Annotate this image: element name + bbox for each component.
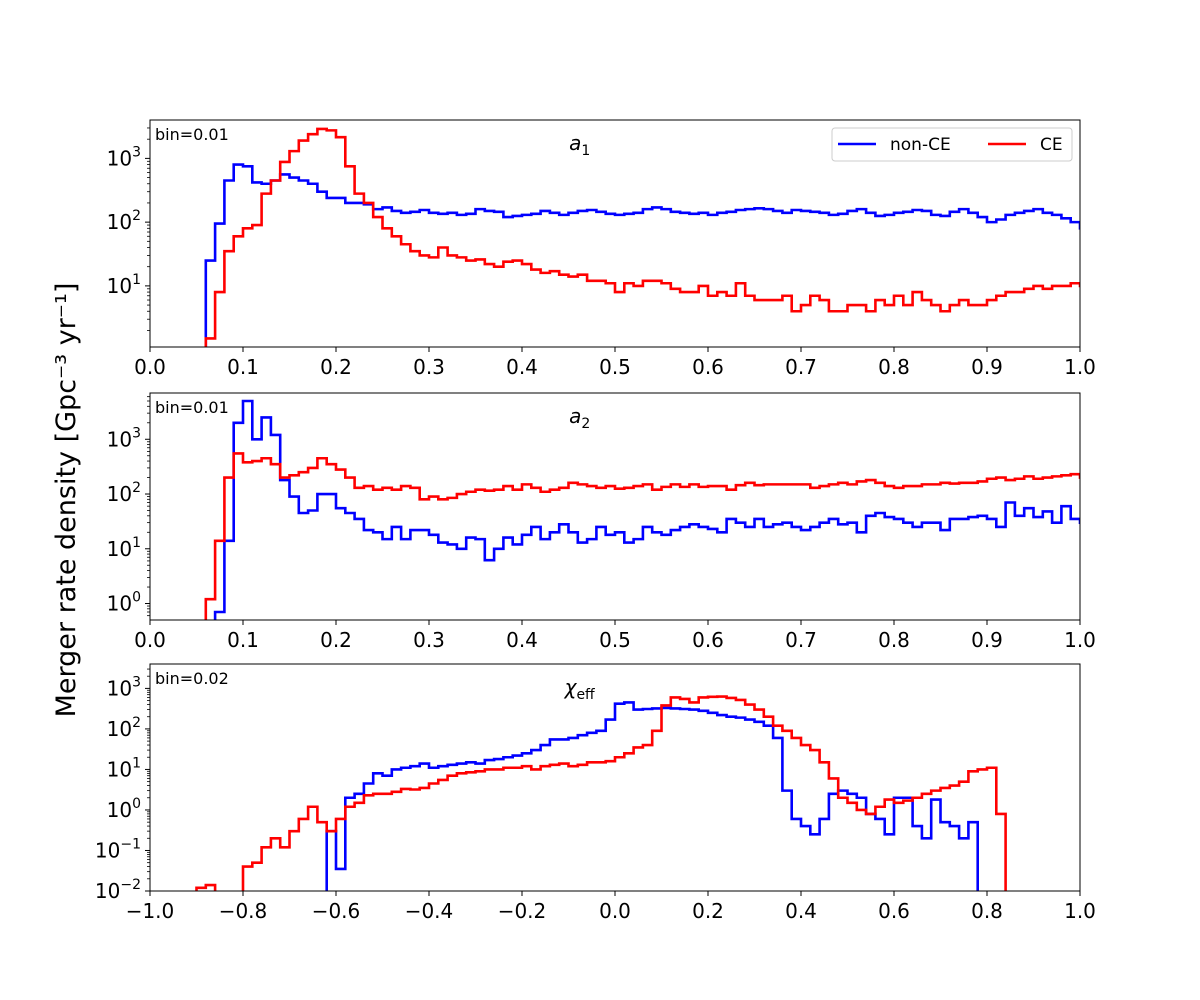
- x-tick-label: 0.0: [134, 628, 166, 652]
- x-tick-label: 0.8: [878, 628, 910, 652]
- y-tick-label: 102: [107, 480, 141, 506]
- series-line-non-ce: [213, 399, 1080, 620]
- x-tick-label: 1.0: [1064, 899, 1096, 923]
- x-tick-label: 1.0: [1064, 628, 1096, 652]
- x-tick-label: 0.1: [227, 355, 259, 379]
- x-tick-label: 0.6: [878, 899, 910, 923]
- x-tick-label: 0.7: [785, 628, 817, 652]
- x-tick-label: 0.3: [413, 628, 445, 652]
- y-tick-label: 102: [107, 208, 141, 234]
- x-tick-label: 1.0: [1064, 355, 1096, 379]
- y-tick-label: 10−2: [95, 877, 141, 903]
- x-tick-label: 0.6: [692, 355, 724, 379]
- bin-note: bin=0.01: [155, 125, 229, 144]
- y-tick-label: 103: [107, 144, 141, 170]
- x-tick-label: 0.5: [599, 355, 631, 379]
- plot-frame: [149, 392, 1081, 621]
- x-tick-label: −0.8: [219, 899, 268, 923]
- y-tick-label: 100: [107, 590, 141, 616]
- panel-3: −1.0 −0.8 −0.6 −0.4 −0.2 0.0 0.2 0.4 0.6 0.8 1.0 10…: [95, 663, 1096, 923]
- x-tick-label: 0.1: [227, 628, 259, 652]
- y-tick-label: 101: [107, 272, 141, 298]
- x-tick-label: 0.8: [971, 899, 1003, 923]
- x-tick-label: −1.0: [126, 899, 175, 923]
- panel-title: a1: [569, 131, 590, 159]
- x-tick-label: 0.7: [785, 355, 817, 379]
- legend-frame: [831, 127, 1073, 162]
- x-tick-label: 0.2: [320, 628, 352, 652]
- y-tick-label: 100: [107, 796, 141, 822]
- bin-note: bin=0.01: [155, 398, 229, 417]
- series-line-ce: [195, 695, 1007, 891]
- panel-title: a2: [569, 404, 590, 432]
- panel-title: χeff: [564, 675, 595, 703]
- y-tick-label: 102: [107, 715, 141, 741]
- x-tick-label: 0.9: [971, 355, 1003, 379]
- x-tick-label: 0.0: [134, 355, 166, 379]
- x-tick-label: −0.4: [405, 899, 454, 923]
- bin-note: bin=0.02: [155, 669, 229, 688]
- legend-label-ce: CE: [1040, 135, 1063, 155]
- x-tick-label: 0.4: [506, 628, 538, 652]
- x-tick-label: 0.4: [506, 355, 538, 379]
- y-axis-label: Merger rate density [Gpc⁻³ yr⁻¹]: [51, 283, 82, 718]
- legend-label-non-ce: non-CE: [890, 135, 951, 155]
- x-tick-label: 0.3: [413, 355, 445, 379]
- y-tick-label: 10−1: [95, 836, 141, 862]
- y-tick-label: 103: [107, 674, 141, 700]
- panel-2: 0.0 0.1 0.2 0.3 0.4 0.5 0.6 0.7 0.8 0.9 1.0 100 101 1…: [107, 392, 1096, 652]
- x-tick-label: −0.2: [498, 899, 547, 923]
- y-tick-label: 101: [107, 755, 141, 781]
- x-tick-label: 0.2: [320, 355, 352, 379]
- series-line-ce: [204, 452, 1080, 620]
- legend: non-CE CE: [831, 127, 1073, 162]
- x-tick-label: 0.5: [599, 628, 631, 652]
- series-line-non-ce: [204, 163, 1080, 347]
- x-tick-label: 0.2: [692, 899, 724, 923]
- x-tick-label: 0.9: [971, 628, 1003, 652]
- y-tick-label: 103: [107, 425, 141, 451]
- x-tick-label: 0.4: [785, 899, 817, 923]
- y-tick-label: 101: [107, 535, 141, 561]
- x-tick-label: 0.6: [692, 628, 724, 652]
- x-tick-label: −0.6: [312, 899, 361, 923]
- series-line-ce: [204, 127, 1080, 347]
- plot-frame: [149, 663, 1081, 892]
- panel-1: 0.0 0.1 0.2 0.3 0.4 0.5 0.6 0.7 0.8 0.9 1.0 101 102 1…: [107, 119, 1096, 379]
- x-tick-label: 0.0: [599, 899, 631, 923]
- x-tick-label: 0.8: [878, 355, 910, 379]
